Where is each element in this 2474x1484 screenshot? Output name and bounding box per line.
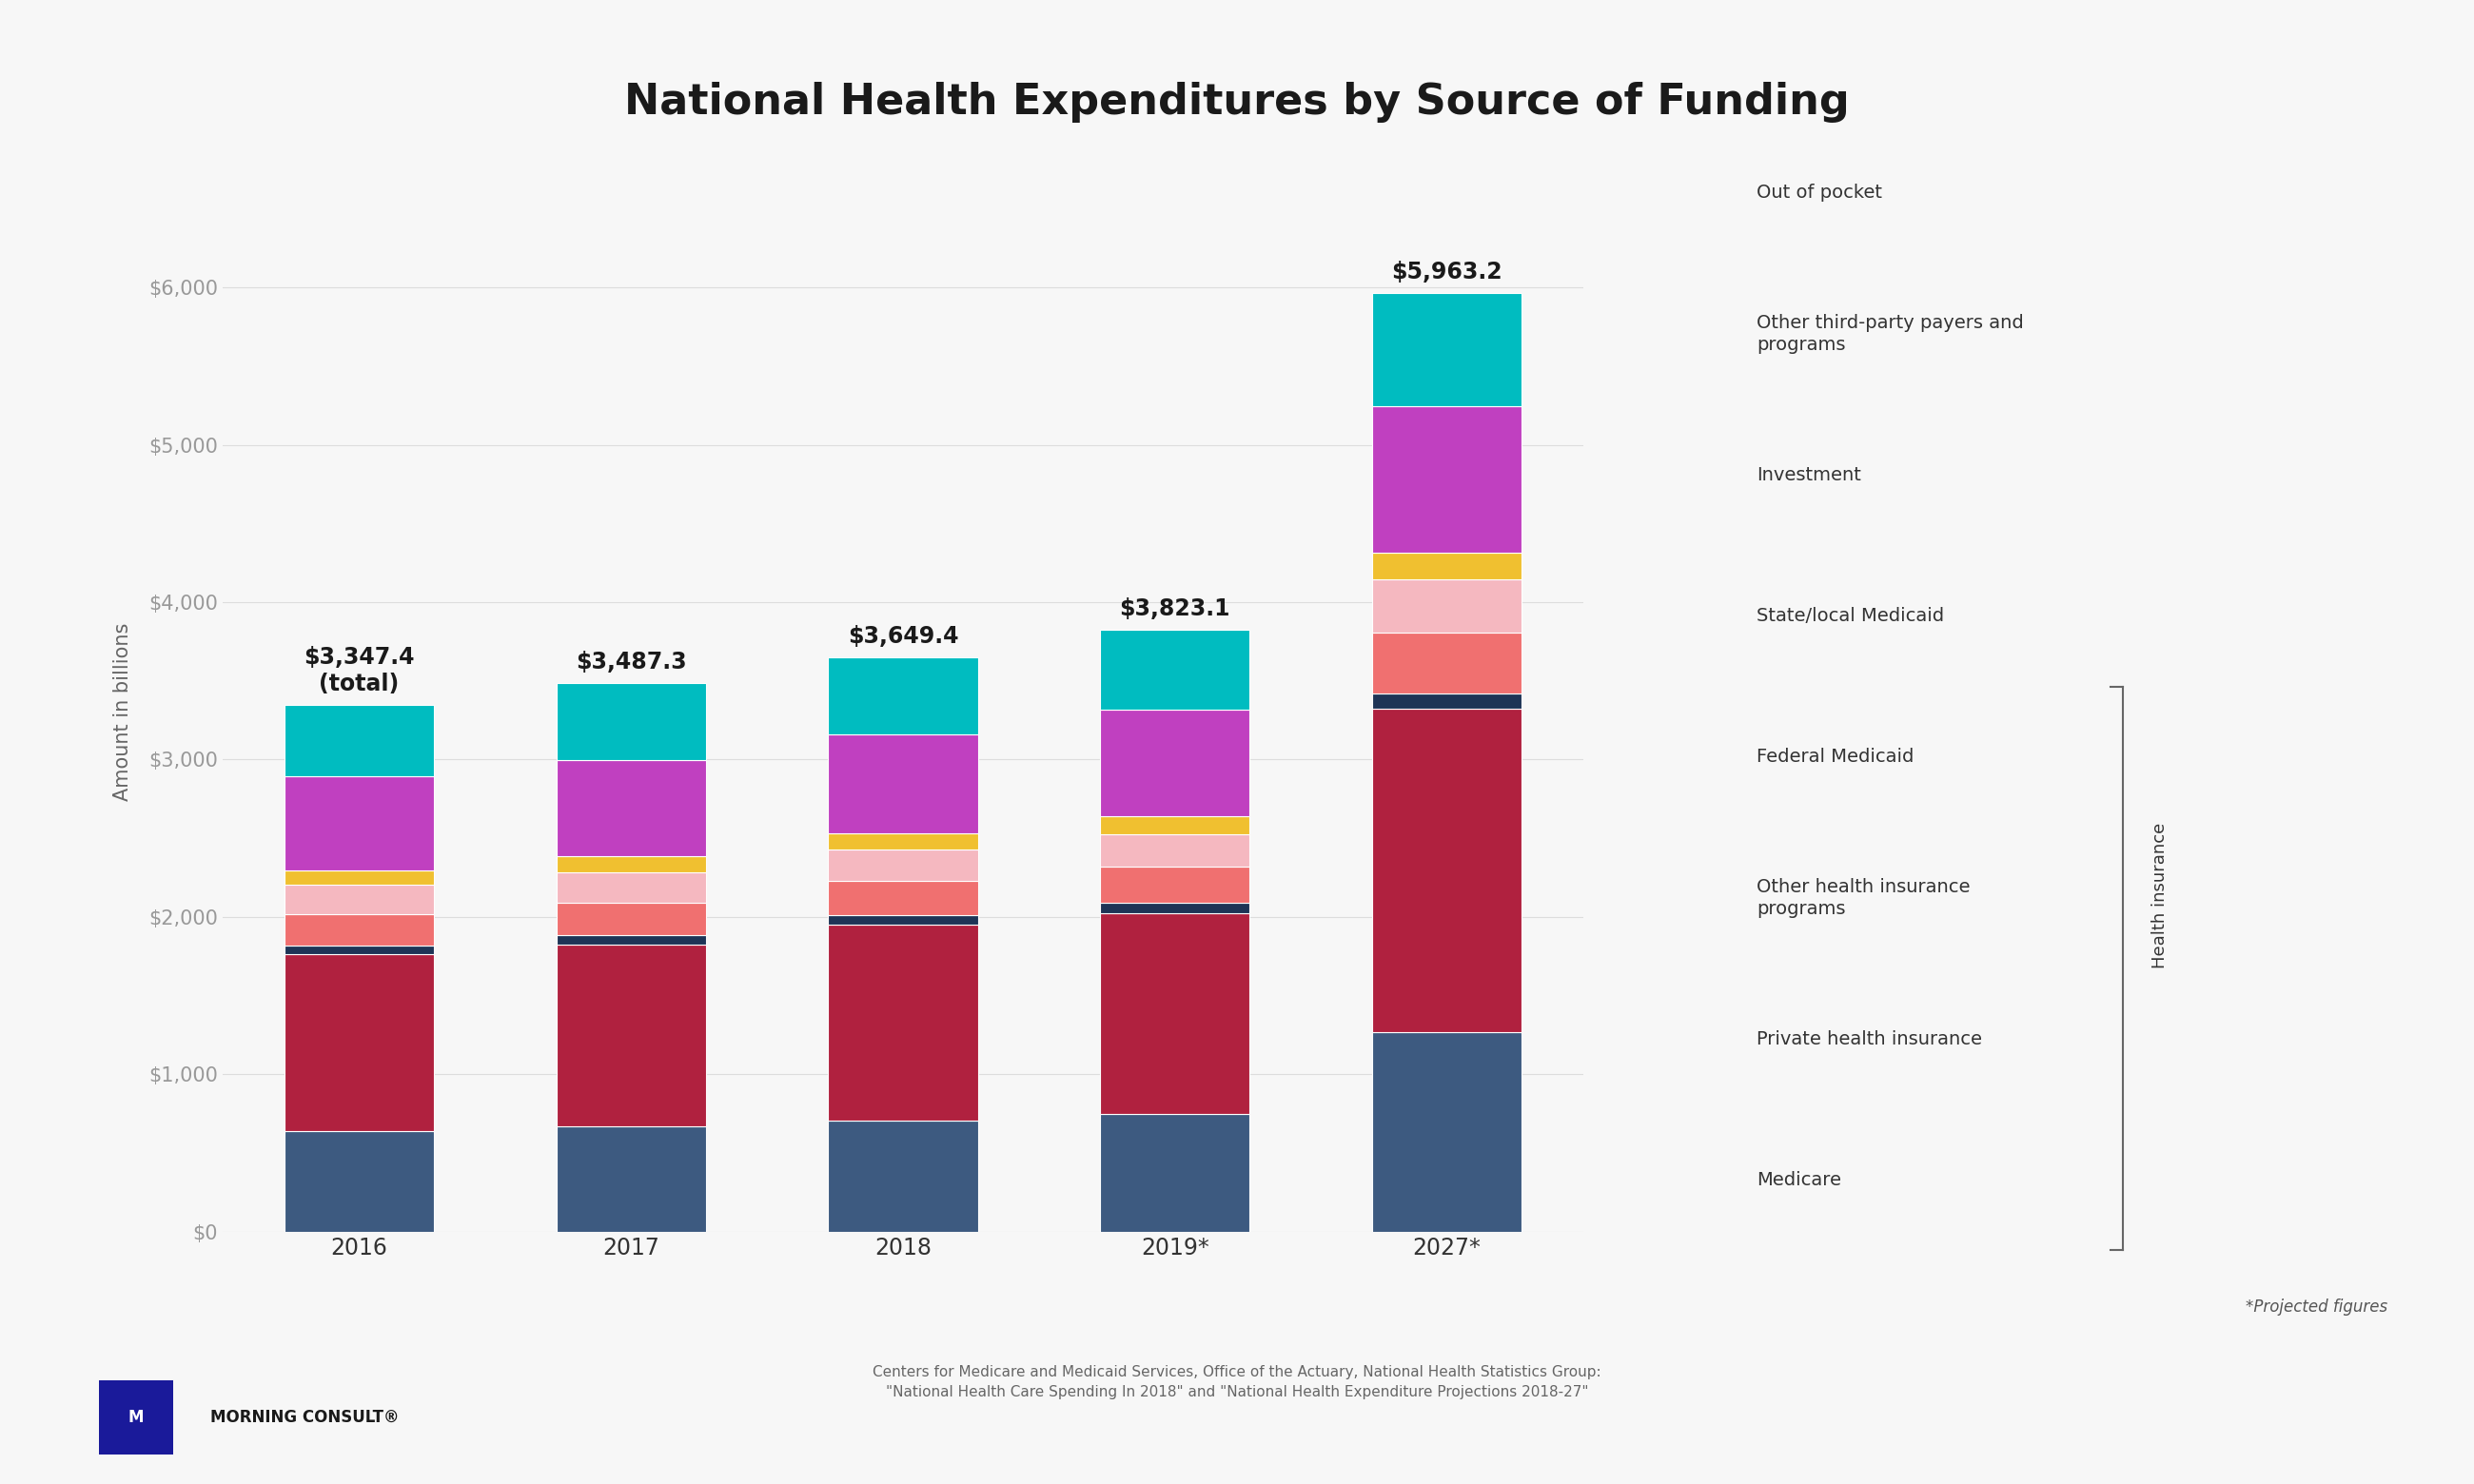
Bar (285, 914, 433, 945)
Bar (1373, 1031, 1522, 1232)
Bar (829, 735, 977, 833)
Bar (285, 954, 433, 1131)
Bar (557, 873, 705, 902)
Bar (1101, 1113, 1249, 1232)
Bar (557, 902, 705, 935)
Text: Other health insurance
programs: Other health insurance programs (1757, 877, 1969, 919)
Bar (557, 935, 705, 944)
Text: Medicare: Medicare (1757, 1171, 1841, 1189)
Bar (1373, 709, 1522, 1031)
Text: National Health Expenditures by Source of Funding: National Health Expenditures by Source o… (623, 82, 1851, 123)
Bar (1373, 693, 1522, 709)
Text: Federal Medicaid: Federal Medicaid (1757, 748, 1915, 766)
Text: Health insurance: Health insurance (2152, 822, 2167, 969)
Text: *Projected figures: *Projected figures (2246, 1298, 2387, 1316)
Text: Investment: Investment (1757, 466, 1860, 484)
Bar (1373, 407, 1522, 552)
Text: Centers for Medicare and Medicaid Services, Office of the Actuary, National Heal: Centers for Medicare and Medicaid Servic… (873, 1365, 1601, 1399)
Bar (285, 776, 433, 870)
Bar (557, 856, 705, 873)
Bar (829, 1120, 977, 1232)
Bar (285, 945, 433, 954)
Bar (1101, 816, 1249, 834)
Text: M: M (129, 1408, 143, 1426)
Text: MORNING CONSULT®: MORNING CONSULT® (210, 1408, 398, 1426)
Bar (1373, 632, 1522, 693)
Y-axis label: Amount in billions: Amount in billions (114, 623, 134, 801)
Text: Other third-party payers and
programs: Other third-party payers and programs (1757, 313, 2024, 355)
Bar (1373, 552, 1522, 579)
Bar (1101, 867, 1249, 902)
Text: $3,823.1: $3,823.1 (1118, 598, 1230, 620)
Bar (557, 944, 705, 1126)
Bar (1101, 834, 1249, 867)
Text: Private health insurance: Private health insurance (1757, 1030, 1982, 1048)
Text: $5,963.2: $5,963.2 (1390, 261, 1502, 283)
Bar (829, 881, 977, 916)
Bar (1101, 913, 1249, 1113)
Text: $3,347.4
(total): $3,347.4 (total) (304, 646, 416, 696)
Bar (829, 849, 977, 881)
Bar (285, 884, 433, 914)
Bar (1101, 631, 1249, 709)
Bar (1101, 709, 1249, 816)
Bar (1373, 579, 1522, 632)
Bar (557, 1126, 705, 1232)
Bar (829, 925, 977, 1120)
Text: $3,487.3: $3,487.3 (576, 650, 688, 674)
Text: $3,649.4: $3,649.4 (849, 625, 957, 649)
Bar (557, 760, 705, 856)
Bar (1101, 902, 1249, 913)
Text: Out of pocket: Out of pocket (1757, 184, 1883, 202)
Bar (829, 657, 977, 735)
Bar (285, 870, 433, 884)
Bar (285, 1131, 433, 1232)
Bar (285, 705, 433, 776)
Bar (557, 683, 705, 760)
Bar (829, 833, 977, 849)
Bar (829, 916, 977, 925)
Text: State/local Medicaid: State/local Medicaid (1757, 607, 1945, 625)
Bar (1373, 294, 1522, 407)
